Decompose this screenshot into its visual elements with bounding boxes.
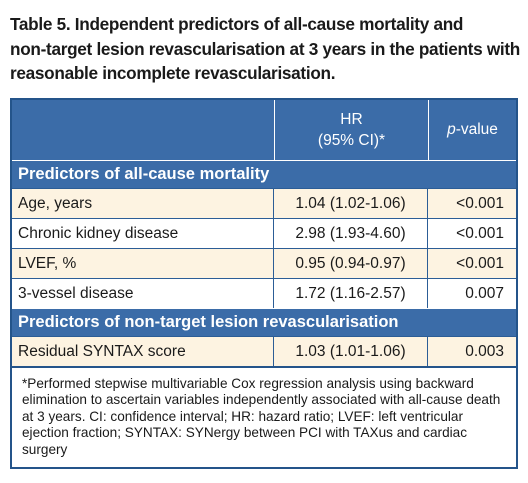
row-hr: 1.03 (1.01-1.06)	[274, 337, 428, 366]
row-p: <0.001	[456, 194, 504, 212]
header-p-cell: p -value	[429, 100, 516, 160]
row-hr: 2.98 (1.93-4.60)	[274, 219, 428, 248]
row-label: 3-vessel disease	[12, 279, 274, 308]
table-row: LVEF, % 0.95 (0.94-0.97) <0.001	[12, 248, 516, 278]
row-hr: 0.95 (0.94-0.97)	[274, 249, 428, 278]
header-p-rest: -value	[455, 121, 498, 138]
table-caption: Table 5. Independent predictors of all-c…	[10, 12, 520, 86]
table-row: Chronic kidney disease 2.98 (1.93-4.60) …	[12, 218, 516, 248]
table-row: Residual SYNTAX score 1.03 (1.01-1.06) 0…	[12, 336, 516, 366]
header-predictor-cell	[12, 100, 275, 160]
table-footnote: *Performed stepwise multivariable Cox re…	[12, 366, 516, 467]
header-hr-label: HR	[340, 111, 363, 128]
results-table: HR (95% CI)* p -value Predictors of all-c…	[10, 98, 518, 470]
row-label: Chronic kidney disease	[12, 219, 274, 248]
header-hr-cell: HR (95% CI)*	[275, 100, 429, 160]
row-p: 0.007	[465, 284, 504, 302]
row-label: LVEF, %	[12, 249, 274, 278]
row-hr: 1.04 (1.02-1.06)	[274, 189, 428, 218]
caption-line-2: non-target lesion revascularisation at 3…	[10, 38, 520, 59]
table-row: Age, years 1.04 (1.02-1.06) <0.001	[12, 188, 516, 218]
table-header-row: HR (95% CI)* p -value	[12, 100, 516, 160]
row-label: Age, years	[12, 189, 274, 218]
row-p: 0.003	[465, 342, 504, 360]
row-hr: 1.72 (1.16-2.57)	[274, 279, 428, 308]
row-p: <0.001	[456, 224, 504, 242]
header-ci-label: (95% CI)*	[317, 132, 386, 149]
caption-line-1: Table 5. Independent predictors of all-c…	[10, 14, 464, 34]
row-p: <0.001	[456, 254, 504, 272]
caption-line-3: reasonable incomplete revascularisation.	[10, 63, 336, 83]
section-heading-mortality: Predictors of all-cause mortality	[12, 160, 516, 188]
row-label: Residual SYNTAX score	[12, 337, 274, 366]
section-heading-revascularisation: Predictors of non-target lesion revascul…	[12, 308, 516, 336]
table-row: 3-vessel disease 1.72 (1.16-2.57) 0.007	[12, 278, 516, 308]
header-p-italic: p	[447, 121, 456, 138]
